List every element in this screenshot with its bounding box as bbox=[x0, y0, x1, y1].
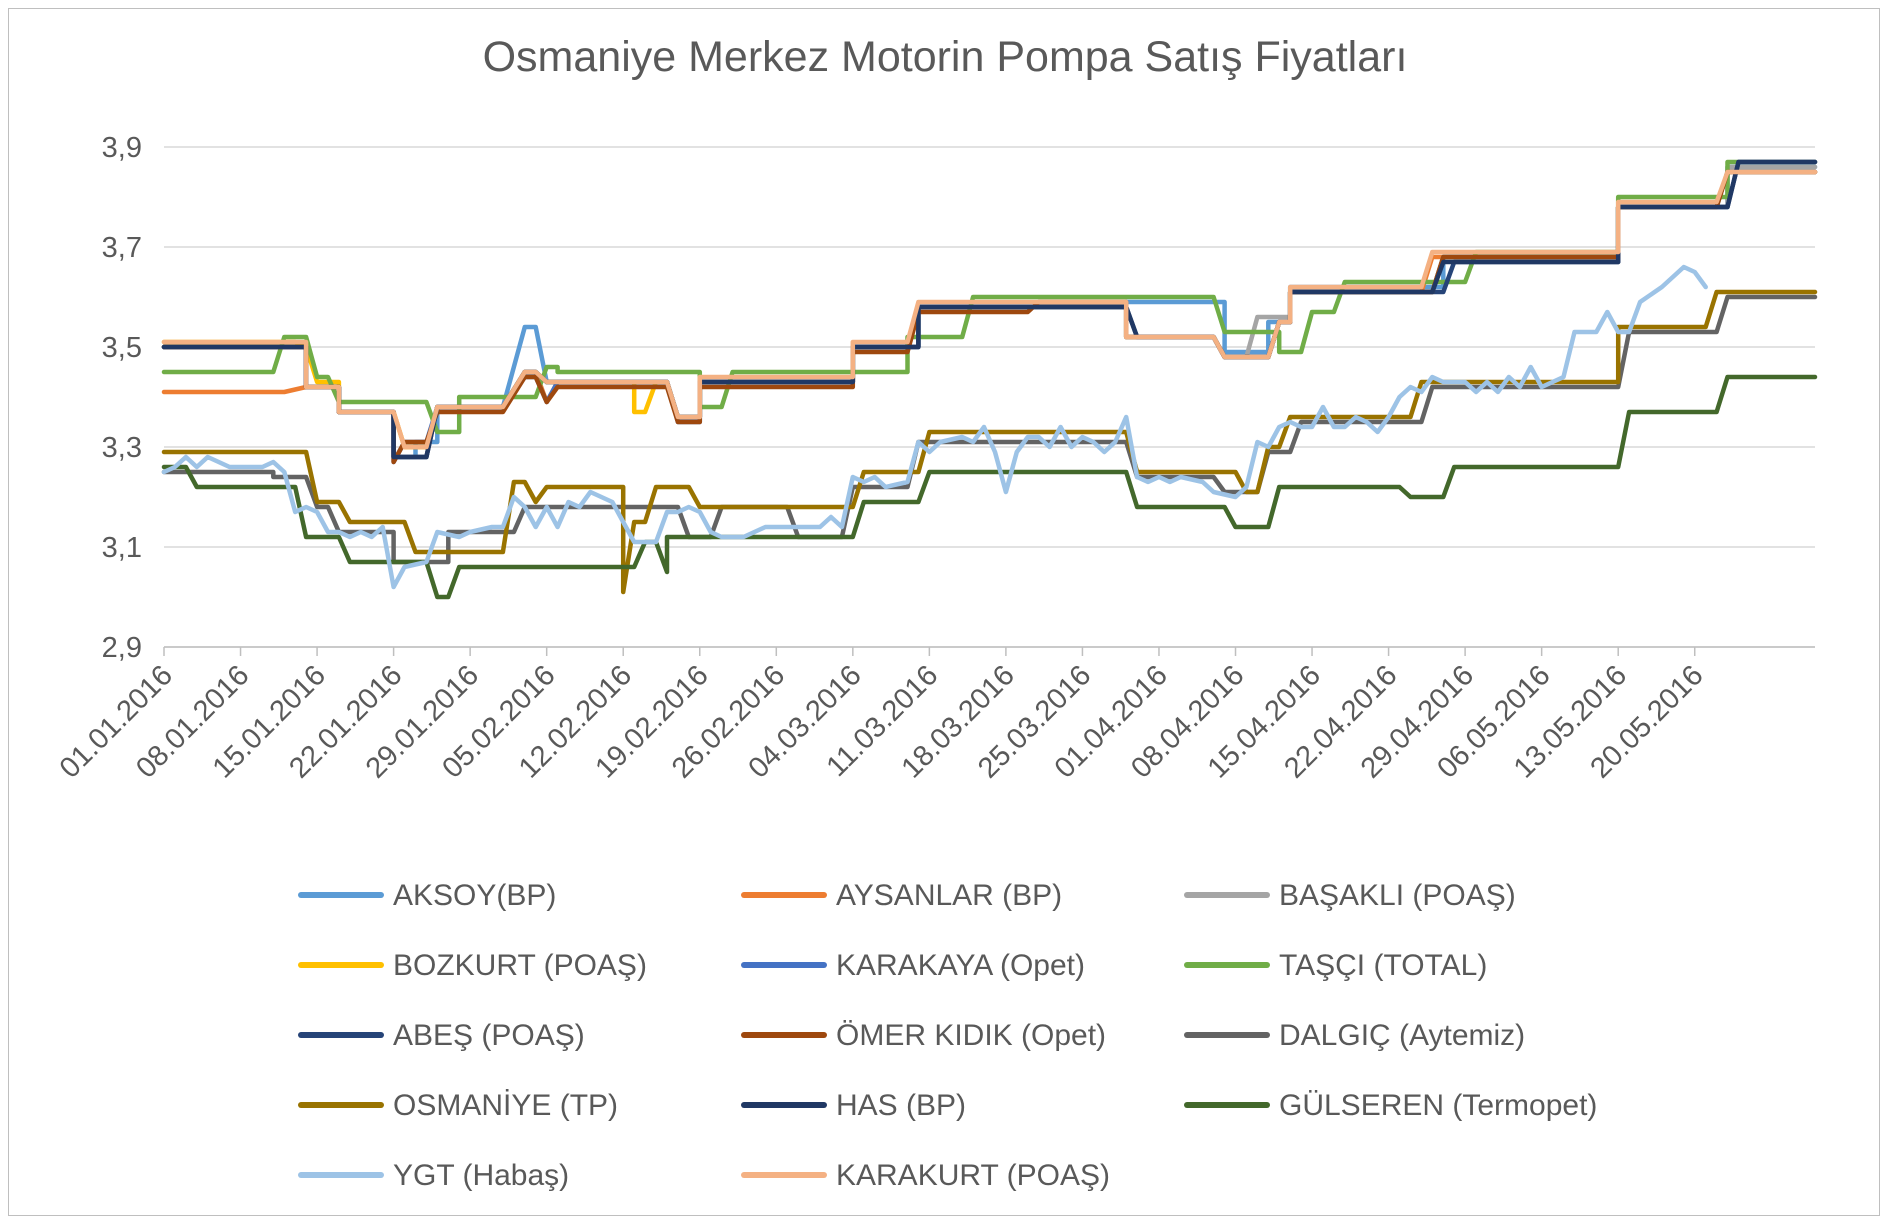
y-tick-label: 3,1 bbox=[102, 532, 142, 564]
legend-label: OSMANİYE (TP) bbox=[393, 1089, 618, 1122]
x-axis: 01.01.201608.01.201615.01.201622.01.2016… bbox=[54, 646, 1815, 785]
series-line bbox=[161, 169, 1818, 450]
legend-label: KARAKURT (POAŞ) bbox=[836, 1159, 1110, 1192]
legend-label: GÜLSEREN (Termopet) bbox=[1279, 1089, 1597, 1122]
y-axis-ticks: 2,9 3,1 3,3 3,5 3,7 3,9 bbox=[102, 132, 142, 664]
legend-label: BAŞAKLI (POAŞ) bbox=[1279, 879, 1516, 912]
line-chart: Osmaniye Merkez Motorin Pompa Satış Fiya… bbox=[54, 33, 1818, 1192]
series-line bbox=[161, 169, 1818, 450]
series-line bbox=[161, 294, 1818, 565]
legend-label: TAŞÇI (TOTAL) bbox=[1279, 949, 1487, 982]
legend-label: KARAKAYA (Opet) bbox=[836, 949, 1085, 982]
chart-frame: Osmaniye Merkez Motorin Pompa Satış Fiya… bbox=[8, 8, 1880, 1216]
series-line bbox=[161, 264, 1708, 590]
series-line bbox=[161, 169, 1818, 465]
y-tick-label: 3,7 bbox=[102, 232, 142, 264]
series-line bbox=[161, 374, 1818, 600]
legend-label: ABEŞ (POAŞ) bbox=[393, 1019, 585, 1052]
series-line bbox=[161, 169, 1818, 465]
chart-title: Osmaniye Merkez Motorin Pompa Satış Fiya… bbox=[483, 33, 1408, 81]
y-tick-label: 3,9 bbox=[102, 132, 142, 164]
series-lines bbox=[161, 159, 1818, 600]
series-line bbox=[161, 159, 1818, 460]
y-tick-label: 3,5 bbox=[102, 332, 142, 364]
grid bbox=[164, 146, 1815, 648]
y-tick-label: 3,3 bbox=[102, 432, 142, 464]
legend-label: BOZKURT (POAŞ) bbox=[393, 949, 647, 982]
series-line bbox=[161, 169, 1818, 450]
series-line bbox=[161, 159, 1818, 435]
legend-label: DALGIÇ (Aytemiz) bbox=[1279, 1019, 1525, 1052]
legend-label: HAS (BP) bbox=[836, 1089, 966, 1122]
legend-label: YGT (Habaş) bbox=[393, 1159, 569, 1192]
legend-label: ÖMER KIDIK (Opet) bbox=[836, 1019, 1106, 1052]
legend-label: AYSANLAR (BP) bbox=[836, 879, 1062, 912]
y-tick-label: 2,9 bbox=[102, 632, 142, 664]
series-line bbox=[161, 159, 1818, 460]
legend-label: AKSOY(BP) bbox=[393, 879, 556, 912]
legend: AKSOY(BP) AYSANLAR (BP) BAŞAKLI (POAŞ) BOZK… bbox=[298, 879, 1597, 1192]
